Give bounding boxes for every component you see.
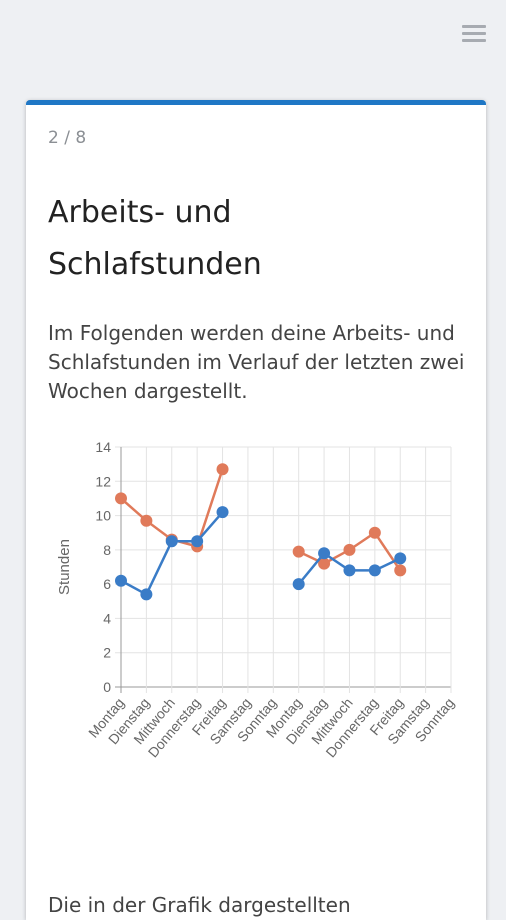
data-point: [165, 535, 178, 548]
y-tick-label: 6: [103, 576, 111, 592]
hours-chart: 02468101214MontagDienstagMittwochDonners…: [56, 439, 457, 760]
hamburger-menu-icon[interactable]: [458, 22, 490, 46]
page-title: Arbeits- und Schlafstunden: [48, 195, 262, 282]
data-point: [191, 535, 204, 548]
data-point: [140, 514, 153, 527]
data-point: [394, 564, 407, 577]
series-line-schlafstunden: [120, 511, 401, 597]
y-tick-label: 14: [95, 439, 111, 455]
page-counter: 2 / 8: [48, 128, 87, 148]
top-bar: [0, 0, 506, 70]
data-point: [292, 545, 305, 558]
data-point: [216, 506, 229, 519]
data-point: [140, 588, 153, 601]
data-point: [343, 564, 356, 577]
data-point: [394, 552, 407, 565]
y-tick-label: 8: [103, 542, 111, 558]
intro-text: Im Folgenden werden deine Arbeits- und S…: [48, 321, 465, 403]
data-point: [368, 526, 381, 539]
y-tick-label: 10: [95, 508, 111, 524]
y-tick-label: 2: [103, 645, 111, 661]
footer-text: Die in der Grafik dargestellten: [48, 893, 351, 917]
data-point: [318, 547, 331, 560]
data-point: [318, 557, 331, 570]
data-point: [115, 574, 127, 587]
data-point: [368, 564, 381, 577]
data-point: [292, 578, 305, 591]
y-axis-label: Stunden: [56, 539, 73, 595]
data-point: [115, 492, 127, 505]
question-card: 2 / 8 Arbeits- und Schlafstunden Im Folg…: [26, 100, 486, 920]
data-point: [343, 543, 356, 556]
y-tick-label: 4: [103, 610, 111, 626]
data-point: [216, 463, 229, 476]
y-tick-label: 0: [103, 679, 111, 695]
y-tick-label: 12: [95, 473, 111, 489]
series-line-arbeitsstunden: [120, 468, 402, 572]
